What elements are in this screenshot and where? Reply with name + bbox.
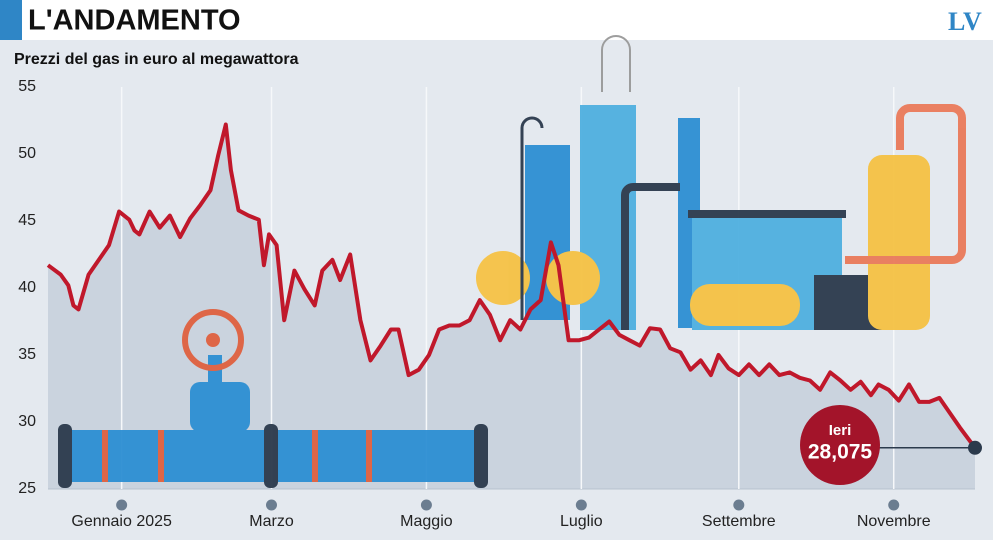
x-tick-label: Marzo (249, 513, 294, 530)
annotation-badge (800, 405, 880, 485)
x-tick-mark (265, 499, 277, 511)
pipe-ring (312, 430, 318, 482)
y-tick-label: 25 (18, 480, 36, 497)
pipe-cap (474, 424, 488, 488)
flare-stack (601, 35, 631, 92)
valve-wheel (182, 309, 244, 371)
x-tick-mark (888, 499, 900, 511)
tank (690, 284, 800, 326)
page-title: L'ANDAMENTO (28, 5, 241, 37)
pipe-cap (264, 424, 278, 488)
illustration (58, 35, 966, 488)
pipe-connector (621, 183, 680, 330)
y-tick-label: 35 (18, 346, 36, 363)
annotation-text: Ieri (829, 422, 852, 439)
y-tick-label: 55 (18, 78, 36, 95)
pipe-loop (845, 104, 966, 264)
x-tick-label: Luglio (560, 513, 603, 530)
valve-body (190, 382, 250, 432)
value-label: 28,075 (808, 441, 873, 464)
y-tick-label: 30 (18, 413, 36, 430)
x-tick-label: Settembre (702, 513, 776, 530)
x-tick-label: Novembre (857, 513, 931, 530)
title-marker (0, 0, 22, 40)
y-tick-label: 45 (18, 212, 36, 229)
column-tank (868, 155, 930, 330)
pipe-ring (366, 430, 372, 482)
sphere-tank (546, 251, 600, 305)
x-tick-label: Maggio (400, 513, 453, 530)
x-tick-mark (575, 499, 587, 511)
x-tick-label: Gennaio 2025 (71, 513, 172, 530)
y-tick-label: 50 (18, 145, 36, 162)
pipe-ring (102, 430, 108, 482)
valve-hub (206, 333, 220, 347)
x-tick-mark (733, 499, 745, 511)
area (48, 124, 975, 489)
factory-roof (688, 210, 846, 218)
x-tick-mark (420, 499, 432, 511)
last-point (968, 440, 982, 455)
x-tick-mark (116, 499, 128, 511)
logo: LV (948, 7, 982, 36)
data-layer: Ieri 28,075 (46, 122, 982, 485)
ladder (520, 116, 544, 320)
pipe-ring (158, 430, 164, 482)
plot-area: 25 30 35 40 45 50 55 Gennaio 2025 Marzo Maggio Lug… (18, 78, 975, 530)
chart-subtitle: Prezzi del gas in euro al megawattora (14, 51, 299, 68)
pipe-cap (58, 424, 72, 488)
line (46, 122, 977, 449)
y-tick-label: 40 (18, 279, 36, 296)
sphere-tank (476, 251, 530, 305)
